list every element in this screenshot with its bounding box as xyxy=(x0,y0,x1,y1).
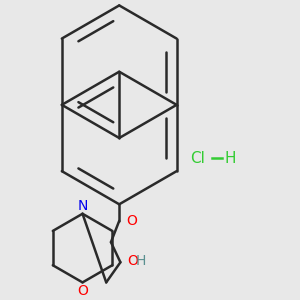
Text: Cl: Cl xyxy=(190,151,205,166)
Text: O: O xyxy=(126,214,137,228)
Text: O: O xyxy=(128,254,138,268)
Text: H: H xyxy=(225,151,236,166)
Text: H: H xyxy=(136,254,146,268)
Text: O: O xyxy=(77,284,88,298)
Text: N: N xyxy=(77,199,88,213)
